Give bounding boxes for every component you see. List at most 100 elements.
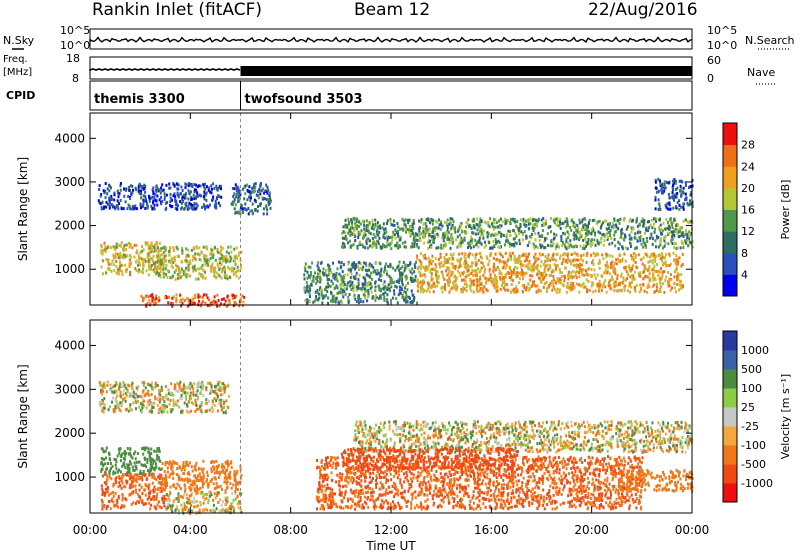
heatmap-cell bbox=[529, 222, 532, 226]
heatmap-cell bbox=[613, 233, 616, 237]
heatmap-cell bbox=[427, 287, 430, 291]
heatmap-cell bbox=[472, 245, 475, 249]
heatmap-cell bbox=[496, 280, 499, 284]
heatmap-cell bbox=[180, 468, 183, 472]
heatmap-cell bbox=[380, 279, 383, 282]
heatmap-cell bbox=[311, 279, 314, 283]
heatmap-cell bbox=[154, 192, 157, 196]
heatmap-cell bbox=[555, 264, 558, 268]
heatmap-cell bbox=[475, 269, 478, 273]
heatmap-cell bbox=[333, 299, 336, 303]
heatmap-cell bbox=[474, 263, 477, 267]
heatmap-cell bbox=[202, 245, 205, 249]
heatmap-cell bbox=[317, 272, 319, 276]
heatmap-cell bbox=[665, 205, 668, 209]
heatmap-cell bbox=[445, 222, 448, 225]
heatmap-cell bbox=[358, 273, 361, 277]
heatmap-cell bbox=[644, 274, 647, 278]
heatmap-cell bbox=[539, 243, 542, 247]
heatmap-cell bbox=[674, 192, 677, 196]
heatmap-cell bbox=[106, 474, 109, 478]
heatmap-cell bbox=[198, 508, 201, 512]
heatmap-cell bbox=[465, 225, 468, 229]
heatmap-cell bbox=[362, 234, 365, 238]
heatmap-cell bbox=[470, 240, 473, 244]
heatmap-cell bbox=[434, 233, 437, 237]
heatmap-cell bbox=[386, 286, 389, 290]
heatmap-cell bbox=[152, 296, 155, 300]
heatmap-cell bbox=[205, 496, 208, 500]
heatmap-cell bbox=[470, 280, 473, 284]
heatmap-cell bbox=[144, 502, 147, 506]
heatmap-cell bbox=[637, 253, 640, 257]
heatmap-cell bbox=[205, 480, 208, 483]
heatmap-cell bbox=[459, 240, 462, 244]
heatmap-cell bbox=[430, 275, 433, 279]
heatmap-cell bbox=[469, 287, 472, 290]
heatmap-cell bbox=[108, 206, 111, 210]
heatmap-cell bbox=[111, 259, 114, 263]
heatmap-cell bbox=[129, 273, 131, 277]
heatmap-cell bbox=[229, 276, 232, 280]
heatmap-cell bbox=[422, 279, 425, 283]
heatmap-cell bbox=[590, 253, 593, 257]
heatmap-cell bbox=[153, 249, 156, 253]
heatmap-cell bbox=[338, 272, 341, 276]
heatmap-cell bbox=[370, 271, 373, 275]
heatmap-cell bbox=[482, 273, 485, 277]
heatmap-cell bbox=[465, 285, 468, 289]
heatmap-cell bbox=[688, 237, 691, 241]
heatmap-cell bbox=[516, 259, 519, 263]
heatmap-cell bbox=[648, 226, 651, 230]
heatmap-cell bbox=[685, 197, 688, 201]
heatmap-cell bbox=[458, 261, 461, 265]
heatmap-cell bbox=[144, 197, 147, 201]
heatmap-cell bbox=[673, 246, 676, 249]
heatmap-cell bbox=[269, 198, 272, 201]
heatmap-cell bbox=[205, 245, 208, 249]
heatmap-cell bbox=[250, 196, 252, 200]
heatmap-cell bbox=[316, 264, 319, 268]
heatmap-cell bbox=[450, 262, 453, 266]
heatmap-cell bbox=[136, 452, 139, 455]
heatmap-cell bbox=[372, 241, 375, 245]
heatmap-cell bbox=[578, 269, 581, 273]
heatmap-cell bbox=[656, 263, 659, 266]
heatmap-cell bbox=[119, 459, 122, 463]
heatmap-cell bbox=[403, 290, 406, 294]
heatmap-cell bbox=[525, 285, 528, 289]
heatmap-cell bbox=[661, 252, 664, 256]
heatmap-cell bbox=[156, 260, 159, 264]
heatmap-cell bbox=[683, 239, 686, 243]
heatmap-cell bbox=[180, 201, 183, 205]
heatmap-cell bbox=[130, 261, 132, 265]
heatmap-cell bbox=[663, 239, 666, 242]
heatmap-cell bbox=[347, 231, 350, 235]
heatmap-cell bbox=[668, 284, 671, 288]
heatmap-cell bbox=[385, 269, 388, 273]
heatmap-cell bbox=[354, 265, 357, 269]
heatmap-cell bbox=[104, 491, 107, 495]
heatmap-cell bbox=[517, 281, 520, 285]
heatmap-cell bbox=[349, 284, 352, 288]
heatmap-cell bbox=[372, 223, 374, 227]
heatmap-cell bbox=[572, 221, 575, 224]
heatmap-cell bbox=[672, 251, 675, 255]
heatmap-cell bbox=[609, 233, 611, 237]
heatmap-cell bbox=[601, 274, 604, 278]
heatmap-cell bbox=[463, 270, 466, 274]
heatmap-cell bbox=[401, 273, 403, 276]
heatmap-cell bbox=[325, 285, 328, 289]
heatmap-cell bbox=[197, 293, 200, 297]
heatmap-cell bbox=[148, 483, 151, 487]
heatmap-cell bbox=[100, 469, 103, 473]
heatmap-cell bbox=[642, 219, 645, 223]
heatmap-cell bbox=[155, 450, 158, 453]
heatmap-cell bbox=[569, 239, 572, 243]
heatmap-cell bbox=[164, 461, 167, 465]
heatmap-cell bbox=[331, 298, 334, 301]
heatmap-cell bbox=[190, 203, 193, 206]
heatmap-cell bbox=[450, 233, 453, 236]
heatmap-cell bbox=[604, 264, 607, 267]
heatmap-cell bbox=[200, 266, 202, 270]
